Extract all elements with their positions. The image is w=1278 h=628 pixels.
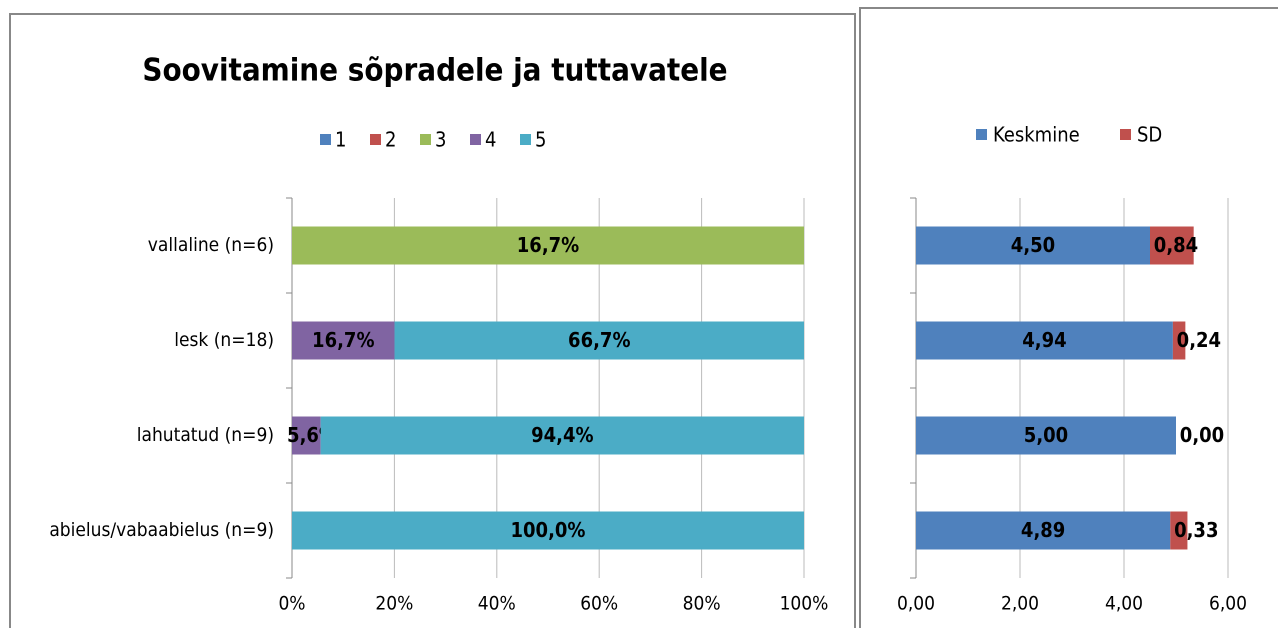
panel-border bbox=[859, 7, 1278, 628]
data-label: 4,89 bbox=[1021, 518, 1065, 542]
bar-segment bbox=[916, 511, 1171, 550]
x-tick-label: 20% bbox=[375, 593, 413, 615]
data-label: 94,4% bbox=[531, 423, 593, 447]
data-label: 0,24 bbox=[1177, 328, 1221, 352]
data-label: 16,7% bbox=[517, 233, 579, 257]
y-tick-label: lahutatud (n=9) bbox=[137, 424, 274, 446]
data-label: 0,33 bbox=[1174, 518, 1218, 542]
bar-segment bbox=[916, 226, 1150, 265]
x-tick-label: 0,00 bbox=[897, 593, 935, 615]
x-tick-label: 2,00 bbox=[1001, 593, 1039, 615]
bar-segment bbox=[916, 416, 1176, 455]
y-tick-label: abielus/vabaabielus (n=9) bbox=[49, 519, 274, 541]
bar-segment bbox=[292, 321, 395, 360]
x-tick-label: 60% bbox=[580, 593, 618, 615]
y-tick-label: vallaline (n=6) bbox=[148, 234, 274, 256]
x-tick-label: 80% bbox=[683, 593, 721, 615]
data-label: 16,7% bbox=[312, 328, 374, 352]
data-label: 0,00 bbox=[1180, 423, 1224, 447]
bar-segment bbox=[394, 321, 804, 360]
legend-swatch bbox=[520, 134, 531, 145]
bar-segment bbox=[292, 511, 804, 550]
left-chart: Soovitamine sõpradele ja tuttavatele 1 2 3 4… bbox=[9, 13, 856, 628]
legend-swatch bbox=[470, 134, 481, 145]
legend-swatch bbox=[976, 129, 987, 140]
bar-segment bbox=[292, 416, 321, 455]
data-label: 66,7% bbox=[568, 328, 630, 352]
panel-border bbox=[9, 13, 856, 628]
bar-segment bbox=[1150, 226, 1194, 265]
legend-label: 3 bbox=[435, 128, 446, 152]
legend-label: 2 bbox=[385, 128, 396, 152]
right-chart: Keskmine SD 0,00 2,00 4,00 6,00 4,50 0,84 4,94 0,… bbox=[859, 7, 1278, 628]
legend-label: 4 bbox=[485, 128, 496, 152]
data-label: 0,84 bbox=[1154, 233, 1198, 257]
data-label: 4,50 bbox=[1011, 233, 1055, 257]
x-tick-label: 0% bbox=[278, 593, 305, 615]
legend-label: SD bbox=[1137, 123, 1162, 147]
x-tick-label: 4,00 bbox=[1105, 593, 1143, 615]
y-tick-label: lesk (n=18) bbox=[174, 329, 274, 351]
legend-swatch bbox=[320, 134, 331, 145]
legend-swatch bbox=[420, 134, 431, 145]
legend-swatch bbox=[370, 134, 381, 145]
legend-label: 1 bbox=[335, 128, 346, 152]
bar-segment bbox=[1172, 321, 1186, 360]
chart-title: Soovitamine sõpradele ja tuttavatele bbox=[142, 53, 727, 89]
legend-label: 5 bbox=[535, 128, 546, 152]
bar-segment bbox=[916, 321, 1173, 360]
bar-segment bbox=[1170, 511, 1188, 550]
legend-label: Keskmine bbox=[993, 123, 1080, 147]
bar-segment bbox=[292, 226, 804, 265]
bar-segment bbox=[320, 416, 804, 455]
data-label: 5,00 bbox=[1024, 423, 1068, 447]
x-tick-label: 40% bbox=[478, 593, 516, 615]
data-label: 100,0% bbox=[511, 518, 586, 542]
x-tick-label: 6,00 bbox=[1209, 593, 1247, 615]
x-tick-label: 100% bbox=[780, 593, 829, 615]
legend-swatch bbox=[1120, 129, 1131, 140]
data-label: 4,94 bbox=[1022, 328, 1066, 352]
